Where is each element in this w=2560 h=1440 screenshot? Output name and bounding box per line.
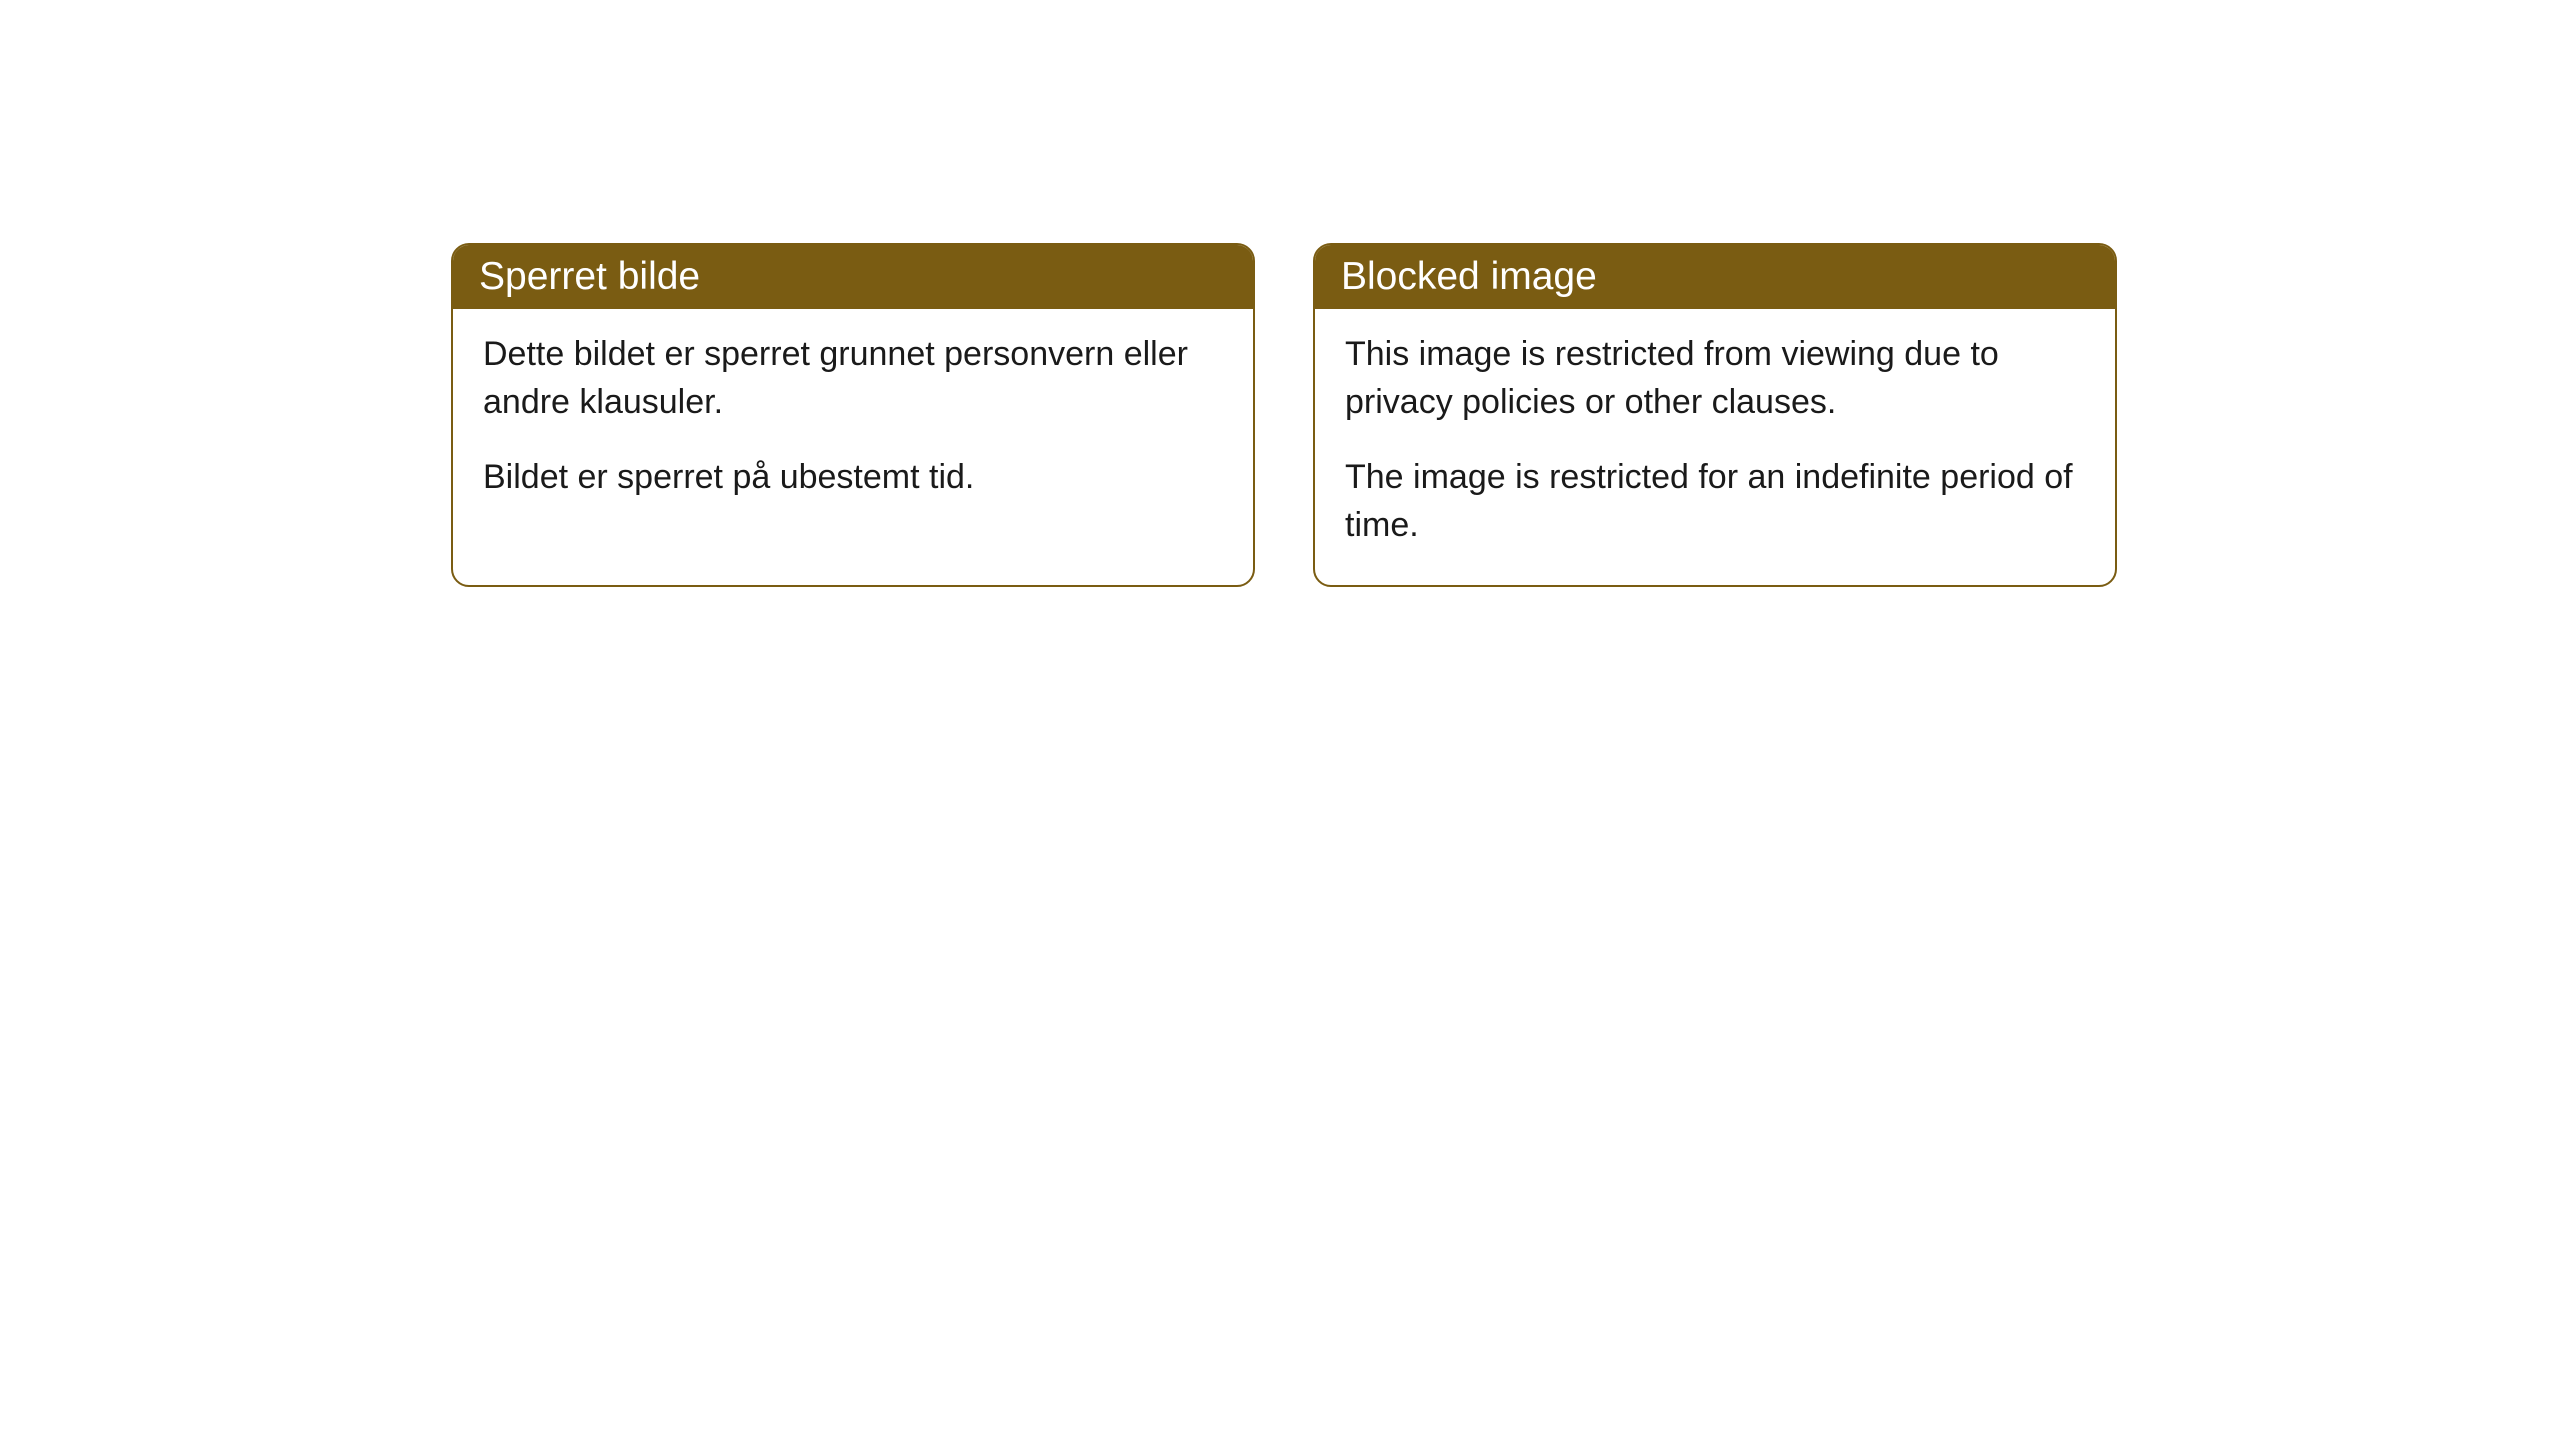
card-paragraph-2: The image is restricted for an indefinit… [1345,454,2085,549]
card-paragraph-1: This image is restricted from viewing du… [1345,331,2085,426]
card-paragraph-1: Dette bildet er sperret grunnet personve… [483,331,1223,426]
notification-cards-container: Sperret bilde Dette bildet er sperret gr… [451,243,2117,587]
card-header: Blocked image [1315,245,2115,309]
card-paragraph-2: Bildet er sperret på ubestemt tid. [483,454,1223,502]
card-body: Dette bildet er sperret grunnet personve… [453,309,1253,538]
blocked-image-card-norwegian: Sperret bilde Dette bildet er sperret gr… [451,243,1255,587]
card-body: This image is restricted from viewing du… [1315,309,2115,585]
card-title: Sperret bilde [479,255,700,298]
card-header: Sperret bilde [453,245,1253,309]
blocked-image-card-english: Blocked image This image is restricted f… [1313,243,2117,587]
card-title: Blocked image [1341,255,1597,298]
